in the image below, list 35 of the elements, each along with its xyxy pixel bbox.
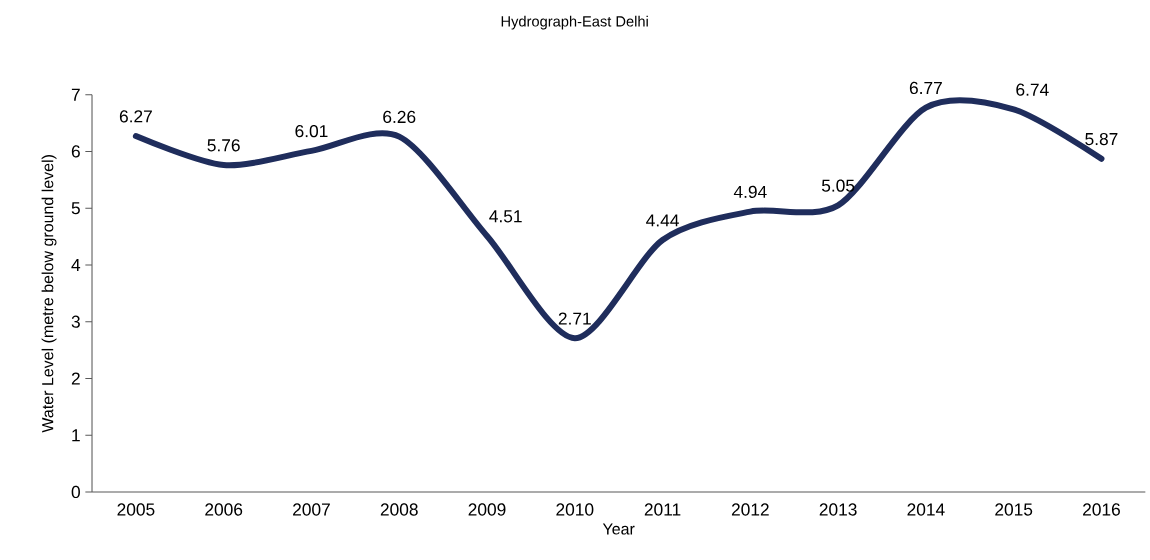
data-label: 5.76 <box>207 139 240 152</box>
x-tick-label: 2009 <box>468 503 506 516</box>
chart-title: Hydrograph-East Delhi <box>501 15 648 30</box>
data-label: 4.44 <box>646 214 679 227</box>
x-axis-title: Year <box>602 523 635 535</box>
data-label: 6.01 <box>295 124 328 138</box>
y-tick-label: 2 <box>71 372 80 385</box>
y-tick-label: 5 <box>71 202 80 215</box>
x-tick-label: 2006 <box>205 503 243 516</box>
y-tick-label: 0 <box>71 485 80 499</box>
data-label: 5.87 <box>1085 132 1118 146</box>
data-label: 6.26 <box>383 110 416 124</box>
data-label: 6.27 <box>119 110 152 123</box>
y-tick-label: 6 <box>71 145 80 158</box>
data-label: 2.71 <box>558 312 591 325</box>
x-tick-label: 2008 <box>380 503 418 516</box>
data-label: 4.94 <box>733 185 767 198</box>
x-tick-label: 2010 <box>556 503 594 516</box>
data-label: 4.51 <box>489 210 522 223</box>
y-tick-label: 7 <box>71 88 80 101</box>
x-tick-label: 2014 <box>907 503 945 516</box>
y-tick-label: 1 <box>72 429 80 442</box>
data-label: 6.77 <box>909 81 942 95</box>
data-label: 6.74 <box>1016 83 1049 96</box>
data-label: 5.05 <box>821 179 855 192</box>
x-tick-label: 2015 <box>995 503 1033 516</box>
x-tick-label: 2013 <box>819 503 857 516</box>
x-tick-label: 2012 <box>731 503 769 516</box>
y-axis-title: Water Level (metre below ground level) <box>41 155 57 433</box>
x-tick-label: 2005 <box>117 503 155 516</box>
y-tick-label: 4 <box>71 258 81 271</box>
x-tick-label: 2011 <box>644 503 681 516</box>
x-tick-label: 2016 <box>1083 503 1120 516</box>
y-tick-label: 3 <box>71 315 80 328</box>
x-tick-label: 2007 <box>293 503 330 516</box>
